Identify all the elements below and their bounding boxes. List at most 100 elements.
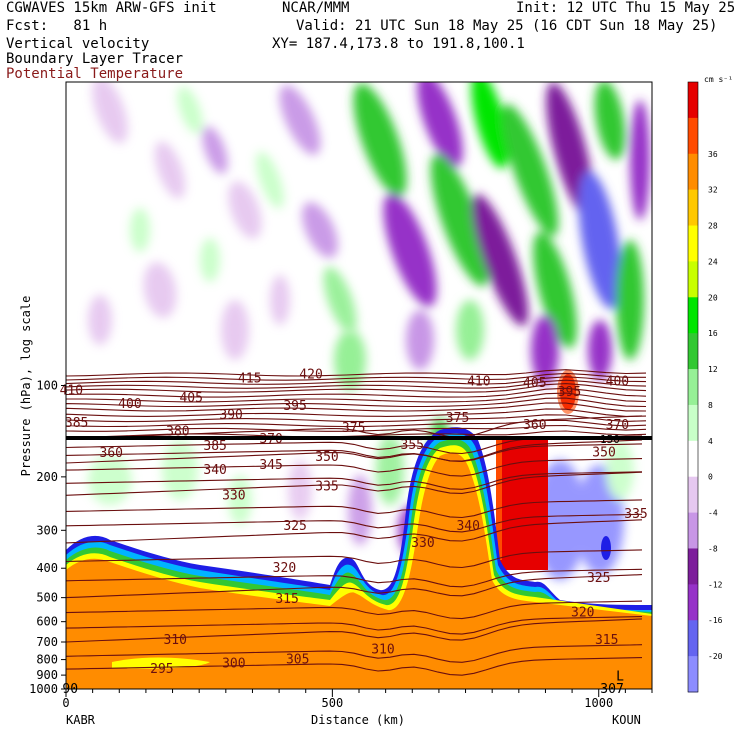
right-endpoint-label: KOUN (612, 713, 641, 727)
theta-contour (66, 439, 643, 464)
colorbar-swatch (688, 261, 698, 298)
theta-label: 315 (595, 633, 618, 648)
colorbar-tick-label: 12 (708, 365, 718, 374)
colorbar-tick-label: 4 (708, 437, 713, 446)
theta-label: 370 (606, 418, 629, 433)
theta-contour (66, 387, 647, 398)
theta-contour (66, 657, 643, 676)
colorbar-swatch (688, 512, 698, 549)
colorbar-swatch (688, 82, 698, 119)
theta-label: 305 (286, 653, 309, 668)
field-potential-temperature: Potential Temperature (6, 66, 184, 82)
colorbar-swatch (688, 440, 698, 478)
theta-label: 395 (283, 399, 306, 414)
colorbar-swatch (688, 369, 698, 406)
theta-label: 315 (275, 592, 298, 607)
x-tick-label: 0 (62, 696, 69, 710)
theta-contour (66, 644, 643, 663)
colorbar-swatch (688, 333, 698, 370)
y-tick-label: 500 (36, 591, 58, 605)
updraft-core (500, 440, 548, 570)
y-tick-label: 1000 (29, 682, 58, 696)
theta-label: 400 (118, 397, 141, 412)
colorbar-tick-label: -12 (708, 580, 723, 589)
theta-label: 405 (179, 391, 202, 406)
theta-label: 375 (446, 411, 469, 426)
theta-label: 340 (203, 463, 226, 478)
y-axis-label: Pressure (hPa), log scale (19, 296, 33, 477)
colorbar-tick-label: -8 (708, 544, 718, 553)
theta-label: 295 (150, 662, 173, 677)
colorbar: -20 -16 -12 -8 -4 0 4 8 12 16 20 24 28 32 36 (687, 81, 723, 693)
colorbar-swatch (688, 548, 698, 585)
colorbar-tick-label: 24 (708, 257, 718, 266)
theta-label: 320 (571, 606, 594, 621)
org-label: NCAR/MMM (282, 0, 350, 16)
theta-label: 335 (315, 479, 338, 494)
model-title: CGWAVES 15km ARW-GFS init (6, 0, 217, 16)
theta-contour (66, 376, 647, 385)
theta-label: 400 (606, 374, 629, 389)
x-axis: 0 500 1000 (62, 689, 653, 710)
theta-label: 350 (592, 445, 615, 460)
theta-label: 395 (558, 385, 581, 400)
potential-temperature-contours (66, 369, 647, 676)
theta-label: 410 (467, 374, 490, 389)
theta-contour (66, 574, 643, 599)
theta-contour (66, 513, 643, 533)
theta-label: 310 (163, 633, 186, 648)
theta-labels: 410 415 420 400 405 385 390 395 410 405 395 400 380 3… (60, 368, 648, 697)
y-tick-label: 800 (36, 653, 58, 667)
theta-label: 325 (283, 519, 306, 534)
theta-label: 355 (401, 438, 424, 453)
colorbar-tick-label: 0 (708, 473, 713, 482)
x-tick-label: 500 (322, 696, 344, 710)
field-boundary-layer-tracer: Boundary Layer Tracer (6, 51, 184, 67)
theta-contour (66, 379, 647, 389)
theta-contour (66, 471, 643, 490)
theta-label: 375 (342, 421, 365, 436)
theta-contour (66, 392, 647, 403)
colorbar-tick-label: 20 (708, 293, 718, 302)
colorbar-tick-label: -20 (708, 652, 723, 661)
theta-contour (66, 499, 643, 519)
colorbar-swatch (688, 656, 698, 693)
theta-label: 340 (456, 519, 479, 534)
colorbar-frame (687, 81, 699, 693)
colorbar-tick-label: -4 (708, 509, 718, 518)
theta-label: 330 (411, 536, 434, 551)
theta-contour (66, 616, 643, 635)
theta-label: 390 (219, 408, 242, 423)
theta-contour (66, 424, 647, 432)
valid-time: Valid: 21 UTC Sun 18 May 25 (16 CDT Sun … (296, 18, 718, 34)
colorbar-units: cm s⁻¹ (704, 75, 733, 84)
y-tick-label: 100 (36, 379, 58, 393)
theta-label: 385 (203, 439, 226, 454)
colorbar-swatch (688, 189, 698, 227)
cross-section-endpoints: XY= 187.4,173.8 to 191.8,100.1 (272, 36, 525, 52)
theta-contour (66, 402, 647, 412)
theta-label: 310 (371, 642, 394, 657)
y-tick-label: 400 (36, 561, 58, 575)
theta-contour (66, 383, 647, 393)
y-tick-label: 300 (36, 523, 58, 537)
theta-contour (66, 443, 643, 463)
theta-label: L (616, 670, 624, 685)
theta-contour (66, 369, 647, 377)
theta-contour (66, 549, 643, 569)
y-tick-label: 700 (36, 635, 58, 649)
theta-label: 330 (222, 488, 245, 503)
theta-label: 405 (523, 376, 546, 391)
x-axis-label: Distance (km) (311, 713, 405, 727)
colorbar-swatch (688, 620, 698, 657)
theta-contour (66, 415, 643, 440)
colorbar-tick-label: -16 (708, 616, 723, 625)
left-endpoint-label: KABR (66, 713, 96, 727)
theta-contour (66, 408, 647, 417)
theta-contour (66, 568, 643, 588)
colorbar-swatch (688, 153, 698, 191)
theta-label: 360 (100, 446, 123, 461)
theta-label: 420 (299, 368, 322, 383)
